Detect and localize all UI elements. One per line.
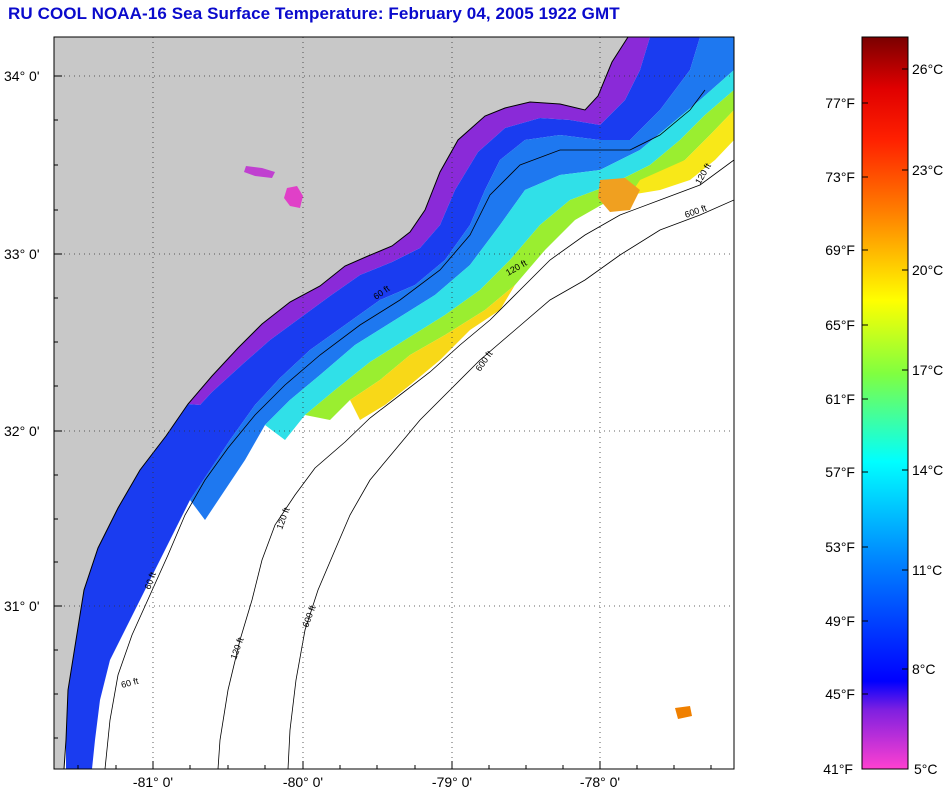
lon-label-79: -79° 0' <box>432 774 472 790</box>
cb-f-45: 45°F <box>825 686 855 702</box>
cb-f-73: 73°F <box>825 169 855 185</box>
graticule <box>54 37 734 769</box>
sst-pink-patch <box>284 186 303 208</box>
isobath-60ft <box>104 89 706 769</box>
cb-f-69: 69°F <box>825 242 855 258</box>
colorbar-ticks <box>862 68 908 695</box>
lon-label-78: -78° 0' <box>580 774 620 790</box>
cb-c-8: 8°C <box>912 661 936 677</box>
sst-midblue-band <box>190 37 734 520</box>
lat-label-32: 32° 0' <box>4 423 40 439</box>
contour-label-60-s: 60 ft <box>120 676 140 690</box>
coastline <box>63 37 629 769</box>
map-title: RU COOL NOAA-16 Sea Surface Temperature:… <box>8 4 620 23</box>
sst-yellow-patch <box>630 110 734 195</box>
lat-label-34: 34° 0' <box>4 68 40 84</box>
lon-label-81: -81° 0' <box>133 774 173 790</box>
axis-ticks <box>54 75 712 769</box>
lat-label-31: 31° 0' <box>4 598 40 614</box>
cb-f-41: 41°F <box>823 761 853 777</box>
cb-c-11: 11°C <box>912 562 942 578</box>
cb-f-53: 53°F <box>825 539 855 555</box>
cb-f-49: 49°F <box>825 613 855 629</box>
sst-orange-patch <box>598 178 640 212</box>
cb-c-20: 20°C <box>912 262 943 278</box>
sst-purple-band <box>188 37 650 405</box>
sst-cyan-band <box>265 70 734 440</box>
lon-label-80: -80° 0' <box>283 774 323 790</box>
cb-c-14: 14°C <box>912 462 943 478</box>
cb-f-77: 77°F <box>825 95 855 111</box>
cb-c-5: 5°C <box>914 761 938 777</box>
lat-label-33: 33° 0' <box>4 246 40 262</box>
sst-blue-band <box>66 37 700 769</box>
sst-yellow-patch-south <box>350 285 515 420</box>
cb-f-61: 61°F <box>825 391 855 407</box>
isobath-600ft <box>287 199 734 769</box>
sst-magenta-streak <box>244 166 275 178</box>
cb-f-57: 57°F <box>825 464 855 480</box>
sst-orange-patch-far <box>675 706 692 719</box>
cb-c-26: 26°C <box>912 61 943 77</box>
sst-green-band <box>305 90 734 420</box>
colorbar <box>861 36 909 770</box>
cb-c-17: 17°C <box>912 362 943 378</box>
isobath-120ft <box>217 159 734 769</box>
land-area <box>54 37 628 769</box>
cb-f-65: 65°F <box>825 317 855 333</box>
cb-c-23: 23°C <box>912 162 943 178</box>
